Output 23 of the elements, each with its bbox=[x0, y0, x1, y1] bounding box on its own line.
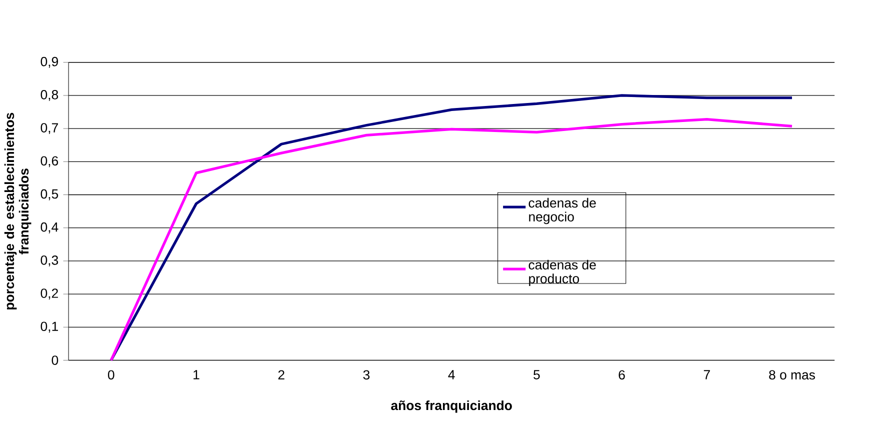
x-tick-label: 6 bbox=[618, 370, 625, 380]
x-tick-label: 3 bbox=[363, 370, 370, 380]
y-tick-label: 0,7 bbox=[40, 123, 58, 134]
legend-label: cadenas de producto bbox=[528, 260, 596, 286]
y-tick-label: 0 bbox=[52, 356, 58, 366]
x-axis-title: años franquiciando bbox=[391, 400, 512, 413]
y-tick-label: 0,8 bbox=[40, 90, 58, 102]
y-tick-label: 0,4 bbox=[40, 222, 58, 234]
legend-label: cadenas de negocio bbox=[528, 198, 596, 224]
y-tick-label: 0,1 bbox=[40, 322, 58, 333]
y-tick-label: 0,6 bbox=[40, 156, 58, 168]
y-tick-label: 0,9 bbox=[40, 57, 58, 68]
x-tick-label: 2 bbox=[278, 370, 284, 380]
x-tick-label: 8 o mas bbox=[769, 370, 815, 380]
x-tick-label: 1 bbox=[194, 370, 200, 380]
x-tick-label: 5 bbox=[534, 370, 540, 380]
y-tick-label: 0,5 bbox=[40, 190, 58, 200]
x-tick-label: 0 bbox=[108, 370, 114, 380]
y-tick-label: 0,3 bbox=[40, 256, 58, 267]
x-tick-label: 7 bbox=[704, 370, 710, 380]
y-tick-label: 0,2 bbox=[40, 288, 58, 300]
y-axis-title: porcentaje de establecimientos franquiciados bbox=[4, 113, 32, 310]
x-tick-label: 4 bbox=[448, 370, 455, 380]
